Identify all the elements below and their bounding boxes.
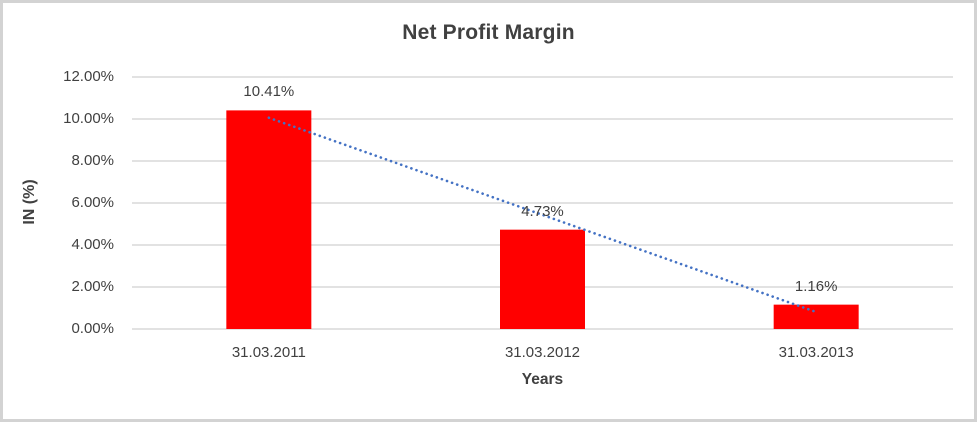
x-axis-category: 31.03.2012 xyxy=(504,344,581,361)
y-axis-tick: 10.00% xyxy=(63,110,114,127)
y-axis-tick: 6.00% xyxy=(71,194,114,211)
y-axis-tick: 2.00% xyxy=(71,278,114,295)
y-axis-tick: 12.00% xyxy=(63,68,114,85)
bar-data-label: 1.16% xyxy=(794,277,838,295)
y-axis-tick: 0.00% xyxy=(71,320,114,337)
bar-data-label: 10.41% xyxy=(243,83,295,101)
x-axis-title: Years xyxy=(521,371,564,388)
x-axis-category: 31.03.2013 xyxy=(778,344,854,361)
bar-data-label: 4.73% xyxy=(521,202,564,220)
chart-title: Net Profit Margin xyxy=(402,21,575,44)
y-axis-tick: 4.00% xyxy=(71,236,114,253)
x-axis-category: 31.03.2011 xyxy=(231,344,306,361)
y-axis-tick: 8.00% xyxy=(71,152,114,169)
